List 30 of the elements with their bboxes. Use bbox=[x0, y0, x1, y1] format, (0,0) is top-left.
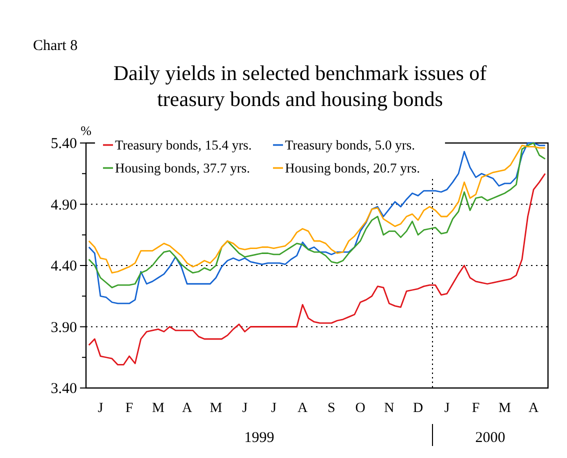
y-tick-label: 3.40 bbox=[50, 381, 77, 397]
y-tick-label: 3.90 bbox=[50, 320, 77, 336]
chart-title: Daily yields in selected benchmark issues of treasury bonds and housing bonds bbox=[113, 61, 487, 111]
x-tick-label: M bbox=[498, 401, 512, 416]
x-tick-label: N bbox=[384, 401, 394, 416]
y-tick-label: 5.40 bbox=[50, 136, 77, 152]
x-tick-label: A bbox=[182, 401, 193, 416]
x-tick-label: F bbox=[472, 401, 480, 416]
chart-subtitle: Chart 8 bbox=[33, 38, 78, 54]
x-tick-label: S bbox=[328, 401, 336, 416]
x-tick-label: J bbox=[242, 401, 248, 416]
y-tick-label: 4.40 bbox=[50, 258, 77, 274]
x-tick-label: O bbox=[355, 401, 366, 416]
y-tick-label: 4.90 bbox=[50, 197, 77, 214]
x-tick-label: J bbox=[98, 401, 104, 416]
x-tick-label: A bbox=[298, 401, 308, 416]
x-tick-label: J bbox=[270, 401, 277, 416]
x-tick-label: M bbox=[152, 401, 165, 416]
legend-label: Treasury bonds, 15.4 yrs. bbox=[115, 138, 252, 152]
text: 1999 bbox=[244, 430, 274, 446]
legend-label: Treasury bonds, 5.0 yrs. bbox=[285, 138, 416, 152]
x-tick-label: A bbox=[528, 401, 540, 416]
legend-label: Housing bonds, 37.7 yrs. bbox=[115, 160, 250, 176]
x-tick-label: J bbox=[444, 401, 450, 416]
text: 2000 bbox=[475, 430, 506, 446]
x-tick-label: M bbox=[210, 401, 223, 416]
x-tick-label: D bbox=[413, 401, 424, 416]
y-axis-title: % bbox=[80, 123, 92, 138]
legend-label: Housing bonds, 20.7 yrs. bbox=[285, 160, 420, 176]
x-tick-label: F bbox=[125, 401, 134, 416]
